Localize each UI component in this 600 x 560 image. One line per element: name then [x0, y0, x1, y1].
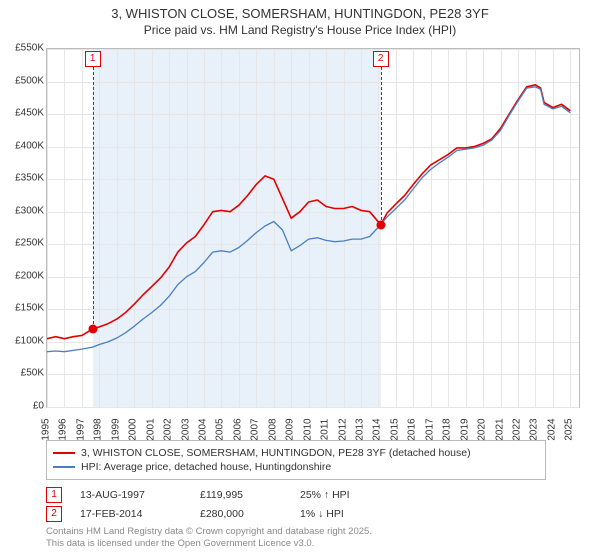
x-axis-label: 2006 [232, 415, 243, 445]
sale-date: 13-AUG-1997 [80, 489, 200, 501]
x-axis-label: 2012 [337, 415, 348, 445]
sale-marker-line [381, 67, 382, 225]
sale-price: £280,000 [200, 508, 300, 520]
x-axis-label: 2025 [564, 415, 575, 445]
x-axis-label: 2024 [546, 415, 557, 445]
sale-marker-ref: 1 [46, 487, 62, 503]
x-axis-label: 2015 [389, 415, 400, 445]
sale-date: 17-FEB-2014 [80, 508, 200, 520]
sale-marker-ref: 2 [46, 506, 62, 522]
y-axis-label: £0 [4, 401, 44, 412]
sale-price: £119,995 [200, 489, 300, 501]
sale-delta: 1% ↓ HPI [300, 508, 344, 520]
y-axis-label: £550K [4, 43, 44, 54]
y-axis-label: £200K [4, 270, 44, 281]
series-line [47, 85, 570, 339]
x-axis-label: 2007 [250, 415, 261, 445]
chart-svg [47, 49, 579, 407]
x-axis-label: 2016 [407, 415, 418, 445]
x-axis-label: 2020 [477, 415, 488, 445]
x-axis-label: 2004 [197, 415, 208, 445]
x-axis-label: 2013 [354, 415, 365, 445]
x-axis-label: 2010 [302, 415, 313, 445]
y-axis-label: £100K [4, 335, 44, 346]
sale-row: 2 17-FEB-2014 £280,000 1% ↓ HPI [46, 506, 350, 522]
x-axis-label: 1998 [93, 415, 104, 445]
x-axis-label: 2009 [285, 415, 296, 445]
legend-swatch [53, 466, 75, 468]
x-axis-label: 2023 [529, 415, 540, 445]
x-axis-label: 2017 [424, 415, 435, 445]
y-axis-label: £300K [4, 205, 44, 216]
credit-line: This data is licensed under the Open Gov… [46, 538, 372, 550]
plot-area: 12 [46, 48, 580, 408]
legend-item: HPI: Average price, detached house, Hunt… [53, 461, 539, 473]
legend-swatch [53, 452, 75, 454]
x-axis-label: 1999 [110, 415, 121, 445]
title-address: 3, WHISTON CLOSE, SOMERSHAM, HUNTINGDON,… [0, 6, 600, 21]
sale-row: 1 13-AUG-1997 £119,995 25% ↑ HPI [46, 487, 350, 503]
legend-box: 3, WHISTON CLOSE, SOMERSHAM, HUNTINGDON,… [46, 440, 546, 480]
x-axis-label: 2003 [180, 415, 191, 445]
sale-point [88, 324, 97, 333]
sale-point [376, 220, 385, 229]
x-axis-label: 1995 [41, 415, 52, 445]
x-axis-label: 2005 [215, 415, 226, 445]
legend-label: 3, WHISTON CLOSE, SOMERSHAM, HUNTINGDON,… [81, 447, 471, 459]
x-axis-label: 2022 [511, 415, 522, 445]
y-axis-label: £150K [4, 303, 44, 314]
sale-marker-box: 2 [373, 51, 389, 67]
sales-table: 1 13-AUG-1997 £119,995 25% ↑ HPI 2 17-FE… [46, 484, 350, 525]
chart-container: 3, WHISTON CLOSE, SOMERSHAM, HUNTINGDON,… [0, 0, 600, 560]
y-axis-label: £350K [4, 173, 44, 184]
y-axis-label: £250K [4, 238, 44, 249]
x-axis-label: 2011 [320, 415, 331, 445]
x-axis-label: 1996 [58, 415, 69, 445]
y-axis-label: £450K [4, 108, 44, 119]
x-axis-label: 2019 [459, 415, 470, 445]
y-axis-label: £500K [4, 75, 44, 86]
sale-marker-box: 1 [85, 51, 101, 67]
x-axis-label: 2000 [128, 415, 139, 445]
y-axis-label: £50K [4, 368, 44, 379]
x-axis-label: 2014 [372, 415, 383, 445]
x-axis-label: 2021 [494, 415, 505, 445]
title-subtitle: Price paid vs. HM Land Registry's House … [0, 23, 600, 37]
legend-item: 3, WHISTON CLOSE, SOMERSHAM, HUNTINGDON,… [53, 447, 539, 459]
legend-label: HPI: Average price, detached house, Hunt… [81, 461, 331, 473]
x-axis-label: 2002 [163, 415, 174, 445]
sale-marker-line [93, 67, 94, 329]
credit-line: Contains HM Land Registry data © Crown c… [46, 526, 372, 538]
gridline-h [47, 407, 579, 408]
y-axis-label: £400K [4, 140, 44, 151]
titles: 3, WHISTON CLOSE, SOMERSHAM, HUNTINGDON,… [0, 0, 600, 37]
x-axis-label: 1997 [75, 415, 86, 445]
credits: Contains HM Land Registry data © Crown c… [46, 526, 372, 551]
x-axis-label: 2001 [145, 415, 156, 445]
sale-delta: 25% ↑ HPI [300, 489, 350, 501]
x-axis-label: 2008 [267, 415, 278, 445]
x-axis-label: 2018 [442, 415, 453, 445]
